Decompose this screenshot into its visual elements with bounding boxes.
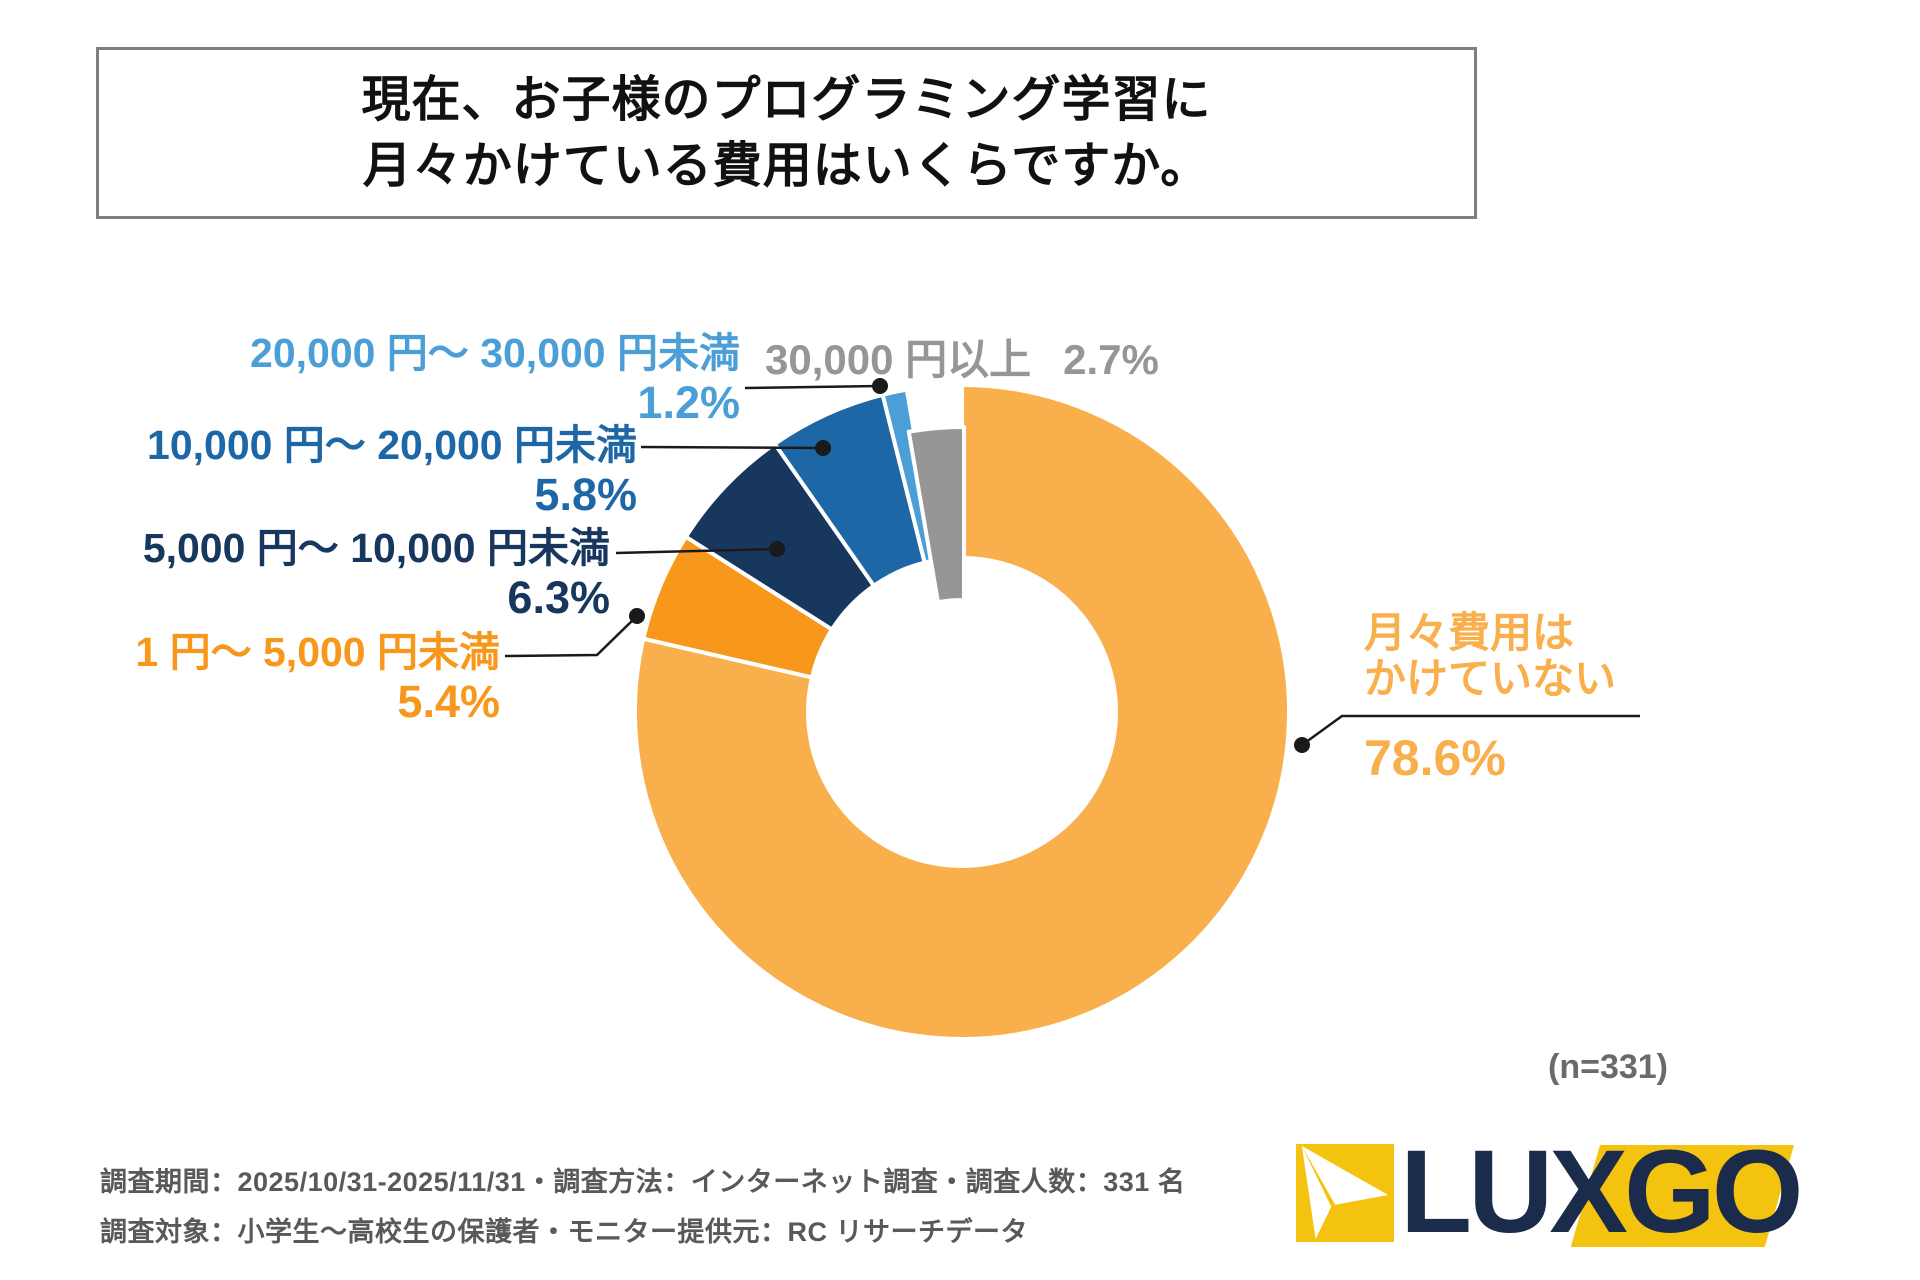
callout-30000-over-label: 30,000 円以上 xyxy=(765,336,1032,383)
leader-line-20000-30000 xyxy=(744,384,881,390)
callout-20000-30000: 20,000 円～ 30,000 円未満 1.2% xyxy=(250,330,740,427)
leader-lines xyxy=(504,384,1640,747)
leader-dot-10000-20000 xyxy=(815,440,831,456)
luxgo-logo-text: LUXGO xyxy=(1400,1126,1804,1258)
survey-info-line2: 調査対象：小学生～高校生の保護者・モニター提供元：RC リサーチデータ xyxy=(100,1217,1028,1247)
luxgo-logo-icon xyxy=(1296,1144,1394,1242)
leader-dot-5000-10000 xyxy=(769,541,785,557)
leader-dot-1-5000 xyxy=(629,608,645,624)
donut-slice-0 xyxy=(633,383,1291,1041)
callout-1-5000: 1 円～ 5,000 円未満 5.4% xyxy=(135,629,500,726)
callout-10000-20000-label: 10,000 円～ 20,000 円未満 xyxy=(147,422,637,468)
callout-no-cost-line1: 月々費用は xyxy=(1364,609,1575,656)
leader-line-no-cost xyxy=(1301,714,1640,747)
leader-dots xyxy=(629,378,1310,753)
callout-20000-30000-pct: 1.2% xyxy=(637,377,740,428)
leader-dot-20000-30000 xyxy=(872,378,888,394)
page-title-line2: 月々かけている費用はいくらですか。 xyxy=(362,139,1211,193)
callout-no-cost-line2: かけていない xyxy=(1364,655,1617,702)
page-title-line1: 現在、お子様のプログラミング学習に xyxy=(361,73,1212,127)
callout-5000-10000-pct: 6.3% xyxy=(507,572,610,623)
callout-10000-20000-pct: 5.8% xyxy=(534,469,637,520)
callout-5000-10000-label: 5,000 円～ 10,000 円未満 xyxy=(142,525,610,571)
callout-30000-over: 30,000 円以上 2.7% xyxy=(765,326,1159,387)
leader-line-10000-20000 xyxy=(640,445,824,450)
donut-slices xyxy=(633,383,1291,1041)
callout-1-5000-label: 1 円～ 5,000 円未満 xyxy=(135,629,500,675)
callout-20000-30000-label: 20,000 円～ 30,000 円未満 xyxy=(250,330,740,376)
callout-1-5000-pct: 5.4% xyxy=(397,676,500,727)
callout-5000-10000: 5,000 円～ 10,000 円未満 6.3% xyxy=(143,525,610,622)
leader-dot-no-cost xyxy=(1294,737,1310,753)
leader-line-1-5000 xyxy=(504,615,638,658)
callout-no-cost: 月々費用は かけていない 78.6% xyxy=(1364,609,1617,786)
sample-size-note: (n=331) xyxy=(1548,1048,1668,1086)
survey-info-line1: 調査期間：2025/10/31-2025/11/31・調査方法：インターネット調… xyxy=(100,1167,1186,1197)
luxgo-logo: LUXGO xyxy=(1296,1126,1806,1258)
callout-30000-over-pct: 2.7% xyxy=(1063,336,1159,383)
leader-line-5000-10000 xyxy=(615,547,778,555)
title-box: 現在、お子様のプログラミング学習に 月々かけている費用はいくらですか。 xyxy=(96,47,1477,219)
callout-no-cost-pct: 78.6% xyxy=(1364,730,1506,786)
donut-slice-5 xyxy=(906,425,966,605)
callout-10000-20000: 10,000 円～ 20,000 円未満 5.8% xyxy=(147,422,637,519)
